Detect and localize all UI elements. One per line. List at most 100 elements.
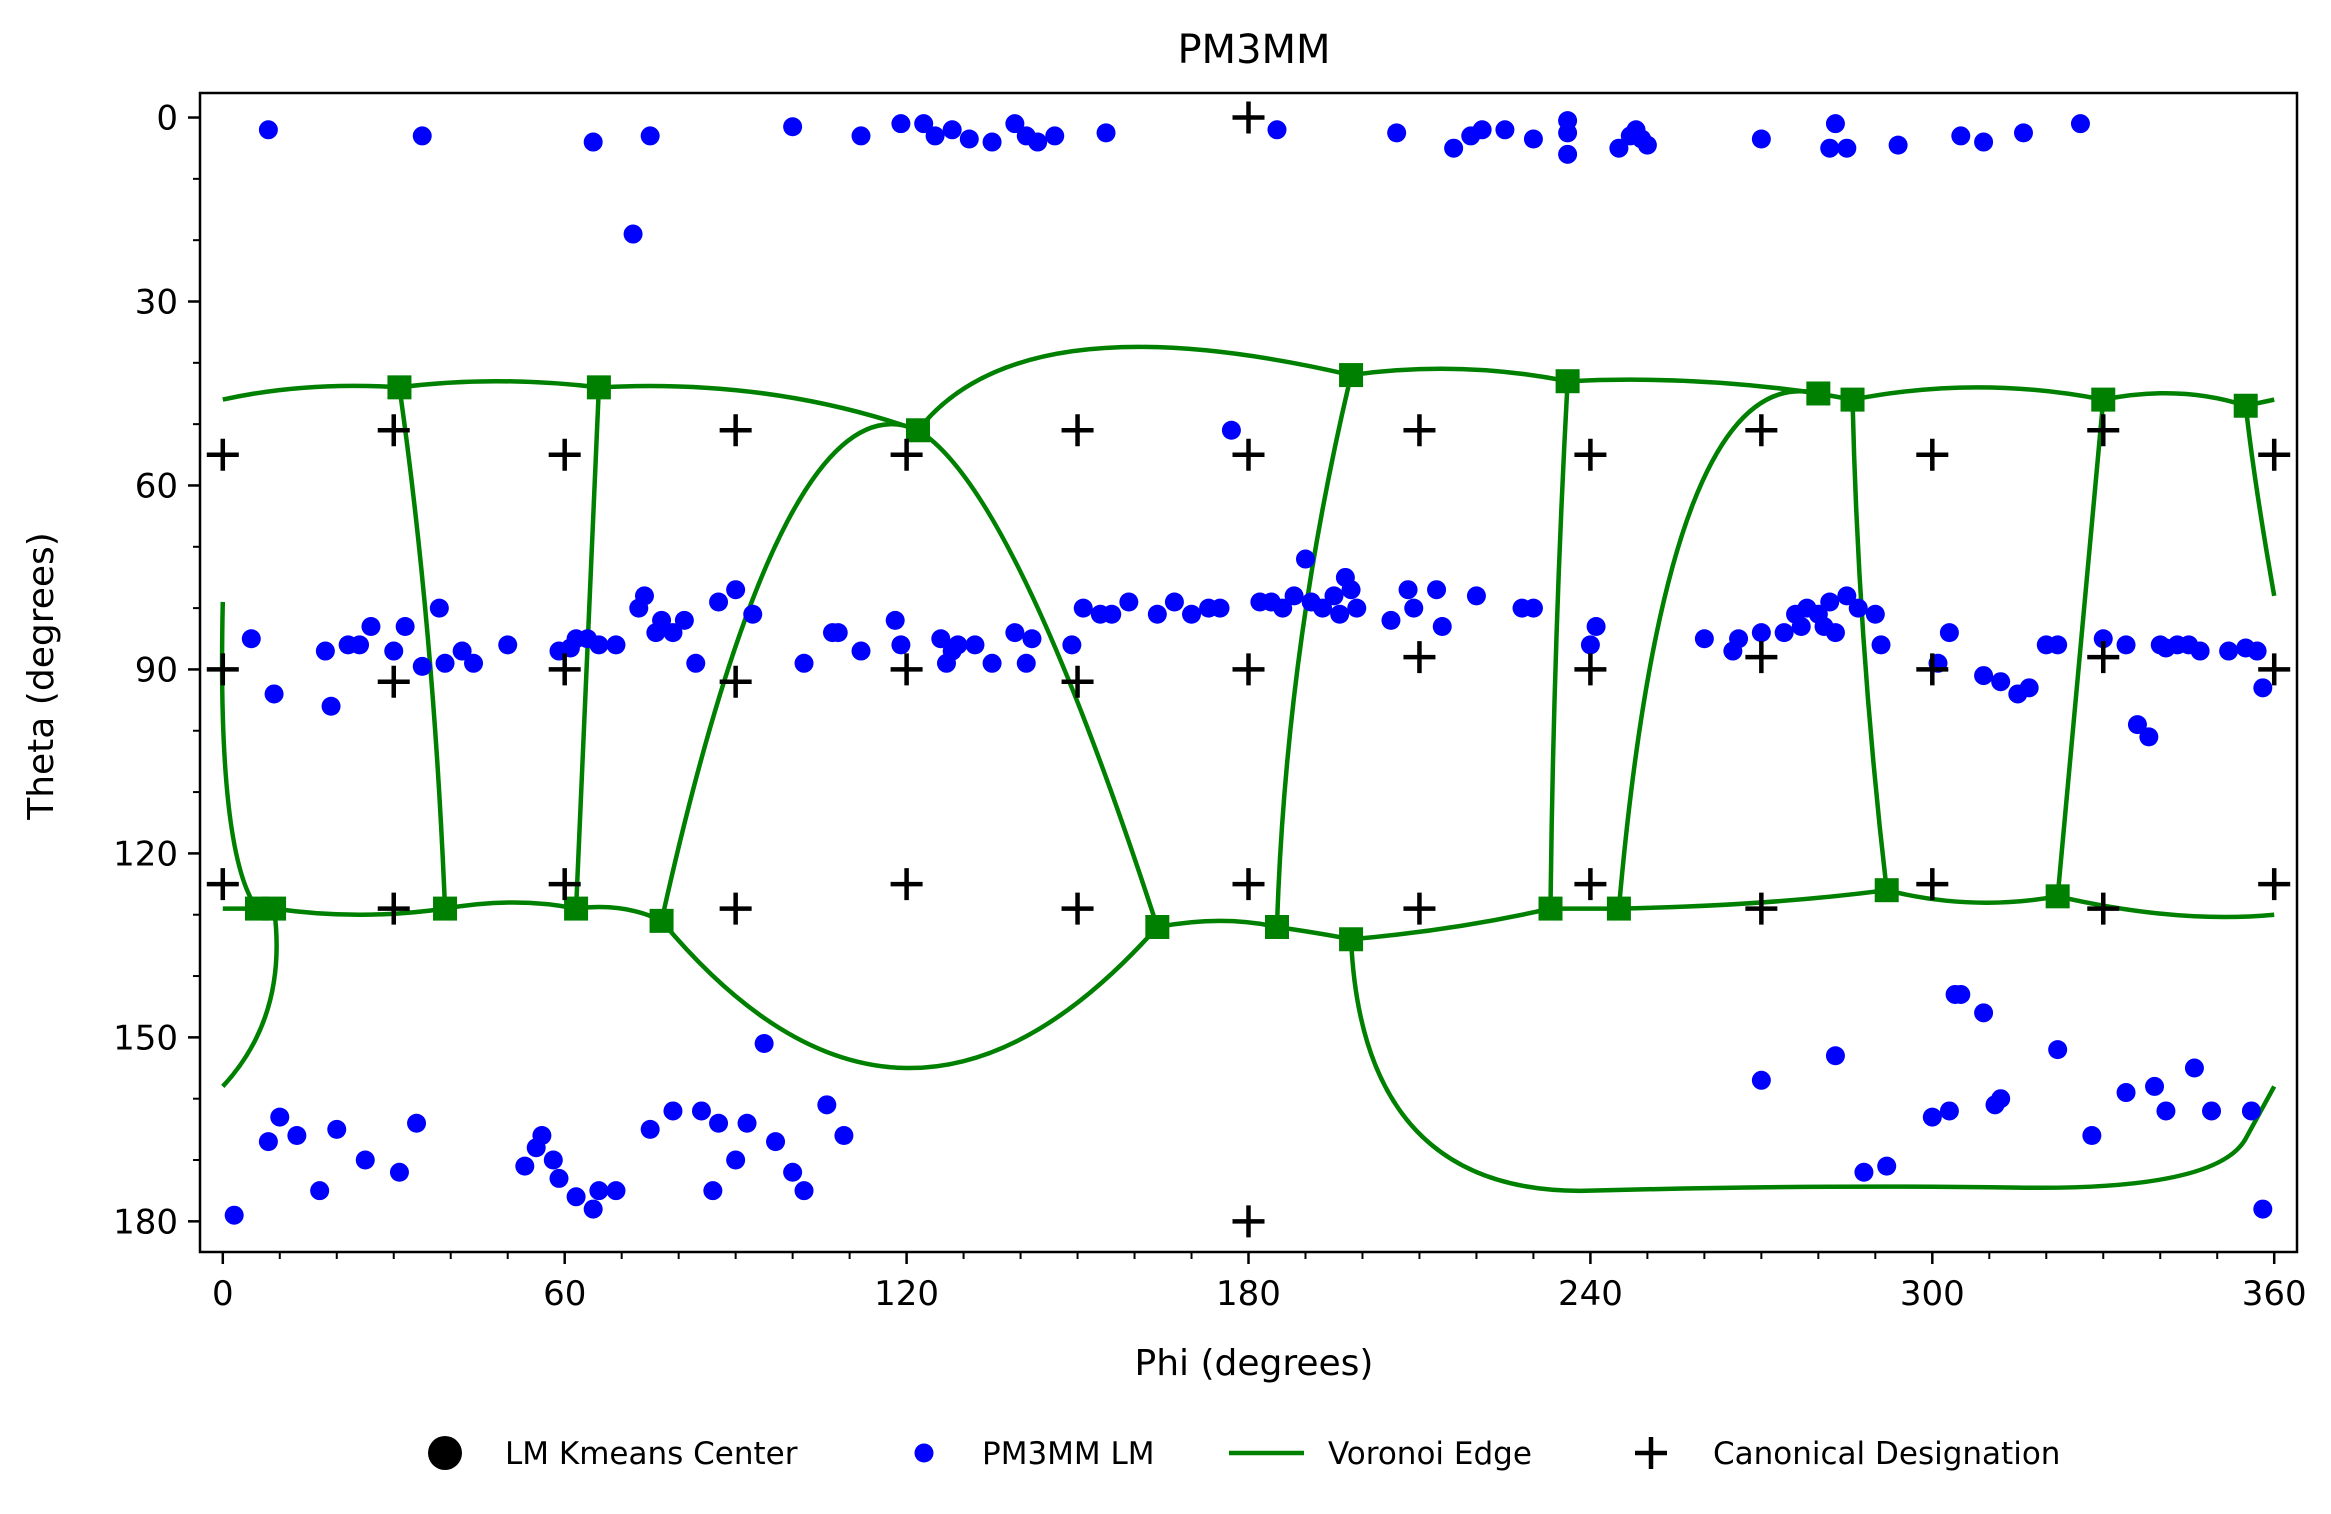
lm-point [315,641,335,661]
lm-point [1427,580,1447,600]
legend-item: PM3MM LM [914,1436,1155,1472]
lm-point [1147,604,1167,624]
lm-point [754,1034,774,1054]
lm-point [686,653,706,673]
voronoi-edge [916,344,1352,432]
voronoi-edge [397,387,448,909]
lm-point [1387,123,1407,143]
lm-point [2093,629,2113,649]
canonical-marker [1232,653,1265,686]
lm-point [1096,123,1116,143]
canonical-marker [890,868,923,901]
y-tick-label: 180 [113,1202,178,1242]
lm-point [914,114,934,134]
voronoi-vertex [262,896,287,921]
lm-point [1848,598,1868,618]
lm-point [891,635,911,655]
canonical-marker [2258,653,2291,686]
lm-point [2139,727,2159,747]
lm-point [498,635,518,655]
lm-point [726,1150,746,1170]
voronoi-vertex [433,896,458,921]
lm-point [407,1113,427,1133]
lm-point [2048,635,2068,655]
lm-point [959,129,979,149]
lm-point [1210,598,1230,618]
lm-point [1974,666,1994,686]
lm-point [783,1162,803,1182]
legend-label: LM Kmeans Center [505,1436,798,1472]
lm-point [2145,1076,2165,1096]
lm-point [2082,1125,2102,1145]
canonical-marker [548,868,581,901]
lm-point [264,684,284,704]
lm-point [1016,653,1036,673]
legend-item: Canonical Designation [1635,1436,2060,1472]
x-tick-label: 360 [2242,1274,2307,1314]
x-tick-label: 60 [543,1274,586,1314]
voronoi-edge [2055,399,2106,897]
lm-point [589,635,609,655]
lm-point [1820,138,1840,158]
lm-point [1273,598,1293,618]
lm-point [606,635,626,655]
lm-point [2219,641,2239,661]
voronoi-vertex [1339,363,1364,388]
lm-point [1871,635,1891,655]
x-tick-label: 0 [212,1274,234,1314]
canonical-marker [377,665,410,698]
voronoi-edges [219,344,2277,1193]
lm-point [2241,1101,2261,1121]
voronoi-vertex [905,418,930,443]
lm-point [1729,629,1749,649]
lm-point [834,1125,854,1145]
lm-point [1820,592,1840,612]
lm-point [1558,144,1578,164]
canonical-marker [206,438,239,471]
canonical-marker [1061,665,1094,698]
lm-point [1951,126,1971,146]
canonical-marker [1916,653,1949,686]
canonical-marker [2087,414,2120,447]
lm-point [766,1132,786,1152]
lm-point [241,629,261,649]
voronoi-edge [221,908,279,1088]
lm-point [1073,598,1093,618]
lm-point [327,1119,347,1139]
voronoi-vertex [1538,896,1563,921]
lm-point [1877,1156,1897,1176]
lm-point [2184,1058,2204,1078]
lm-point [1586,617,1606,637]
voronoi-edge [1348,939,2277,1193]
canonical-marker [548,653,581,686]
voronoi-vertex [2091,387,2116,412]
lm-point [310,1181,330,1201]
canonical-marker [2258,868,2291,901]
voronoi-edge [1350,366,1569,384]
lm-point [543,1150,563,1170]
voronoi-edge [1350,906,1552,942]
voronoi-edge [659,422,919,922]
canonical-marker [890,438,923,471]
lm-point [931,629,951,649]
lm-point [532,1125,552,1145]
voronoi-edge [1548,381,1570,909]
x-tick-label: 120 [874,1274,939,1314]
legend-item: LM Kmeans Center [428,1436,798,1472]
lm-point [1637,135,1657,155]
lm-point [355,1150,375,1170]
lm-point [1888,135,1908,155]
lm-point [1523,598,1543,618]
lm-point [1854,1162,1874,1182]
voronoi-edge [1850,399,1889,891]
lm-point [2048,1040,2068,1060]
y-tick-label: 30 [135,282,178,322]
canonical-marker [1745,892,1778,925]
lm-point [1791,617,1811,637]
lm-point [1991,672,2011,692]
lm-point [435,653,455,673]
lm-point [350,635,370,655]
lm-point [2127,715,2147,735]
lm-point [1472,120,1492,140]
lm-point [1939,623,1959,643]
